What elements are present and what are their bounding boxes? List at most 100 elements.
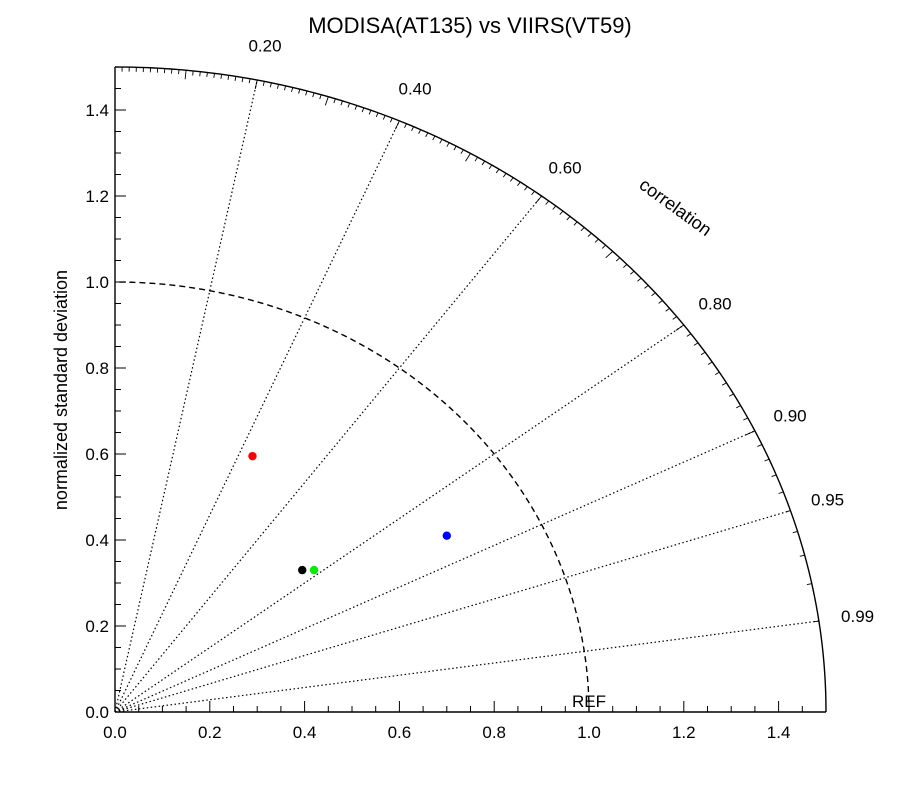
arc-tick [658, 300, 663, 304]
y-tick-label: 1.0 [85, 273, 109, 292]
arc-tick [347, 102, 351, 108]
correlation-ray [114, 430, 756, 713]
correlation-tick-label: 0.20 [248, 36, 281, 55]
correlation-tick-label: 0.99 [841, 607, 874, 626]
arc-tick [531, 190, 535, 196]
labels-layer: 0.20 0.40 0.60 0.80 0.90 0.95 0.99 0.0 0.2 0.4 0.6… [85, 36, 874, 742]
y-axis-title: normalized standard deviation [51, 270, 71, 510]
arc-tick [361, 107, 365, 113]
arc-tick [453, 145, 457, 151]
arc-tick [693, 342, 699, 346]
correlation-ray [114, 324, 685, 713]
arc-tick [481, 160, 486, 166]
arc-tick [184, 70, 187, 80]
arc-tick [721, 382, 727, 386]
arc-tick [382, 115, 386, 120]
grid-layer [114, 79, 819, 713]
arc-tick [324, 96, 329, 106]
arc-tick [675, 324, 685, 331]
arc-tick [248, 78, 251, 84]
x-tick-label: 0.0 [103, 723, 127, 742]
arc-tick [714, 371, 720, 376]
x-tick-label: 0.4 [293, 723, 317, 742]
correlation-tick-label: 0.80 [699, 295, 732, 314]
y-tick-label: 0.8 [85, 359, 109, 378]
arc-tick [389, 117, 393, 123]
arc-tick [509, 177, 514, 182]
arc-tick [394, 120, 400, 130]
chart-title: MODISA(AT135) vs VIIRS(VT59) [308, 13, 632, 38]
arc-tick [192, 70, 194, 76]
arc-tick [785, 510, 791, 513]
arc-tick [241, 77, 244, 83]
arc-tick [404, 123, 407, 129]
arc-tick [644, 285, 649, 289]
arc-tick [460, 149, 464, 154]
x-tick-label: 1.0 [577, 723, 601, 742]
arc-tick [605, 251, 614, 259]
y-tick-label: 0.0 [85, 703, 109, 722]
arc-tick [446, 142, 450, 147]
arc-tick [580, 227, 585, 232]
arc-tick [368, 110, 372, 115]
correlation-ray [114, 79, 258, 713]
arc-tick [234, 76, 237, 81]
arc-tick [298, 89, 301, 94]
arc-tick [743, 417, 748, 421]
arc-tick [291, 87, 294, 92]
arc-tick [340, 100, 343, 106]
arc-tick [319, 94, 322, 100]
y-tick-label: 1.2 [85, 187, 109, 206]
data-point-3 [309, 565, 319, 575]
arc-tick [764, 458, 770, 462]
correlation-tick-label: 0.40 [398, 79, 431, 98]
arc-tick [333, 98, 336, 104]
x-tick-label: 0.2 [198, 723, 222, 742]
y-tick-label: 0.2 [85, 617, 109, 636]
arc-tick [488, 164, 493, 170]
arc-tick [601, 244, 606, 249]
arc-tick [227, 75, 230, 80]
arc-tick [213, 73, 215, 78]
arc-tick [262, 81, 265, 86]
arc-tick [615, 257, 621, 262]
arc-tick [502, 173, 507, 178]
correlation-arc-label: correlation [636, 174, 716, 240]
correlation-tick-label: 0.95 [811, 491, 844, 510]
arc-tick [623, 264, 628, 268]
data-point-4 [442, 531, 451, 540]
correlation-ray [114, 120, 400, 713]
arc-tick [220, 74, 223, 79]
arc-tick [651, 292, 656, 297]
arc-tick [745, 430, 756, 436]
arc-tick [799, 554, 805, 557]
arc-tick [729, 393, 734, 397]
arc-tick [418, 129, 422, 134]
arc-tick [566, 216, 571, 221]
arc-tick [305, 90, 308, 96]
y-tick-label: 1.4 [85, 101, 109, 120]
reference-arc [114, 281, 590, 713]
arc-tick [269, 82, 272, 88]
arc-tick [199, 71, 201, 77]
arc-tick [587, 232, 592, 237]
arc-tick [813, 620, 819, 623]
x-tick-label: 0.6 [388, 723, 412, 742]
arc-tick [573, 221, 578, 226]
arc-tick [630, 270, 635, 275]
correlation-tick-label: 0.60 [549, 159, 582, 178]
arc-tick [425, 132, 429, 138]
arc-tick [284, 85, 287, 91]
correlation-ray [114, 195, 543, 713]
arc-tick [474, 156, 478, 162]
arc-tick [545, 200, 550, 205]
arc-tick [312, 92, 315, 98]
arc-tick [778, 491, 784, 494]
arc-tick [432, 135, 436, 141]
outer-arc [114, 66, 827, 713]
arc-tick [276, 84, 279, 89]
arc-tick [375, 112, 379, 118]
arc-tick [594, 238, 599, 243]
data-point-1 [248, 451, 257, 461]
